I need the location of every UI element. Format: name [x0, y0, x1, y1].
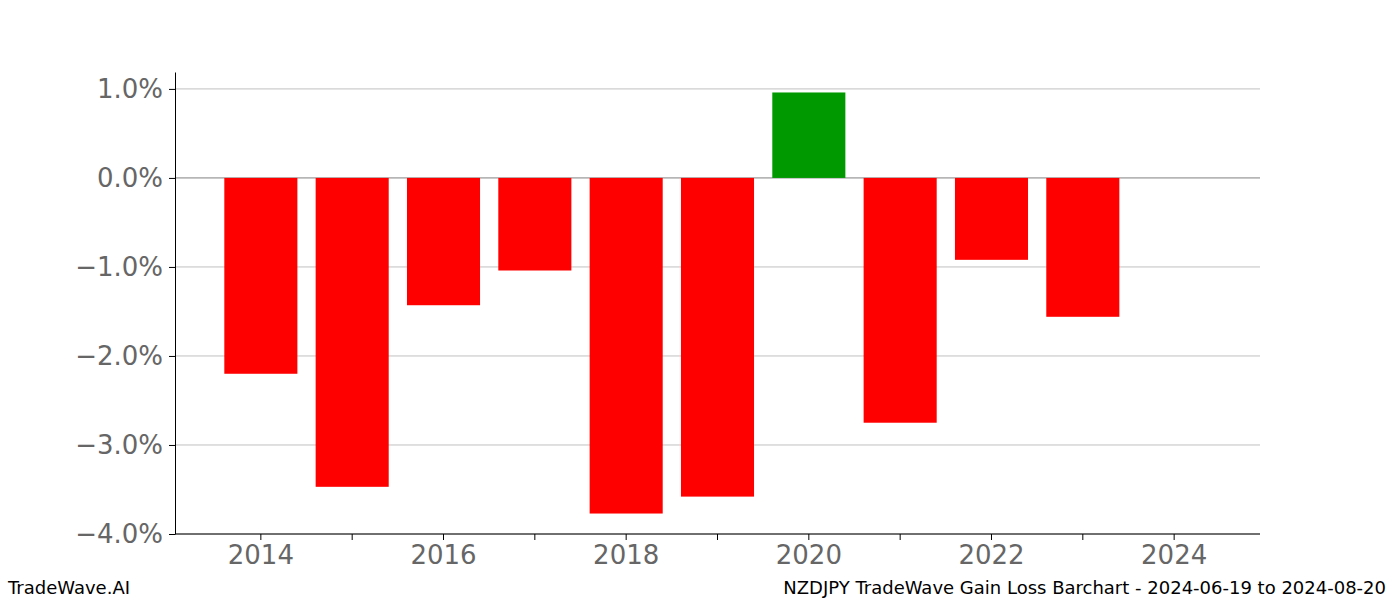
x-tick-label: 2018	[593, 540, 659, 570]
x-tick-mark	[717, 534, 718, 540]
x-tick	[534, 534, 535, 540]
x-tick	[352, 534, 353, 540]
chart: 1.0% 0.0% −1.0% −2.0% −3.0% −4.0% 2014 2016 2018…	[0, 0, 1400, 600]
y-tick-label: 1.0%	[97, 74, 163, 104]
x-tick: 2022	[958, 534, 1024, 570]
y-tick-mark	[169, 356, 175, 357]
y-tick-mark	[169, 534, 175, 535]
y-axis: 1.0% 0.0% −1.0% −2.0% −3.0% −4.0%	[75, 73, 175, 549]
x-tick-mark	[991, 534, 992, 540]
x-tick-mark	[900, 534, 901, 540]
y-tick-mark	[169, 267, 175, 268]
y-tick-mark	[169, 178, 175, 179]
grid	[175, 89, 1260, 534]
x-tick-mark	[808, 534, 809, 540]
x-tick-mark	[1174, 534, 1175, 540]
bar	[316, 178, 389, 487]
y-tick-mark	[169, 445, 175, 446]
x-tick-label: 2014	[228, 540, 294, 570]
bar	[407, 178, 480, 305]
x-tick-mark	[1082, 534, 1083, 540]
y-axis-line	[175, 73, 176, 535]
x-tick	[900, 534, 901, 540]
x-axis: 2014 2016 2018 2020 2022 2024	[175, 534, 1260, 570]
bar	[772, 92, 845, 177]
grid-line	[175, 88, 1260, 89]
y-tick-label: −4.0%	[75, 519, 163, 549]
bars	[224, 92, 1119, 513]
y-tick-label: −1.0%	[75, 252, 163, 282]
bar	[1046, 178, 1119, 317]
y-tick: −1.0%	[75, 252, 175, 282]
x-tick-label: 2020	[776, 540, 842, 570]
x-tick	[1082, 534, 1083, 540]
x-tick-mark	[260, 534, 261, 540]
y-tick-label: −3.0%	[75, 430, 163, 460]
y-tick: −2.0%	[75, 341, 175, 371]
x-tick: 2014	[228, 534, 294, 570]
title: NZDJPY TradeWave Gain Loss Barchart - 20…	[783, 577, 1386, 598]
y-tick-label: 0.0%	[97, 163, 163, 193]
y-tick-label: −2.0%	[75, 341, 163, 371]
x-tick-mark	[626, 534, 627, 540]
x-tick: 2018	[593, 534, 659, 570]
x-tick: 2016	[410, 534, 476, 570]
x-tick	[717, 534, 718, 540]
bar	[590, 178, 663, 514]
bar	[681, 178, 754, 497]
bar	[864, 178, 937, 423]
y-tick: −3.0%	[75, 430, 175, 460]
x-tick-mark	[443, 534, 444, 540]
x-tick-mark	[534, 534, 535, 540]
x-tick-label: 2016	[410, 540, 476, 570]
x-tick-label: 2024	[1141, 540, 1207, 570]
bar	[224, 178, 297, 374]
x-tick: 2020	[776, 534, 842, 570]
y-tick: 1.0%	[97, 74, 175, 104]
x-tick-label: 2022	[958, 540, 1024, 570]
x-tick-mark	[352, 534, 353, 540]
source: TradeWave.AI	[7, 577, 130, 598]
x-tick: 2024	[1141, 534, 1207, 570]
bar	[498, 178, 571, 271]
y-tick: −4.0%	[75, 519, 175, 549]
bar	[955, 178, 1028, 260]
y-tick-mark	[169, 89, 175, 90]
y-tick: 0.0%	[97, 163, 175, 193]
